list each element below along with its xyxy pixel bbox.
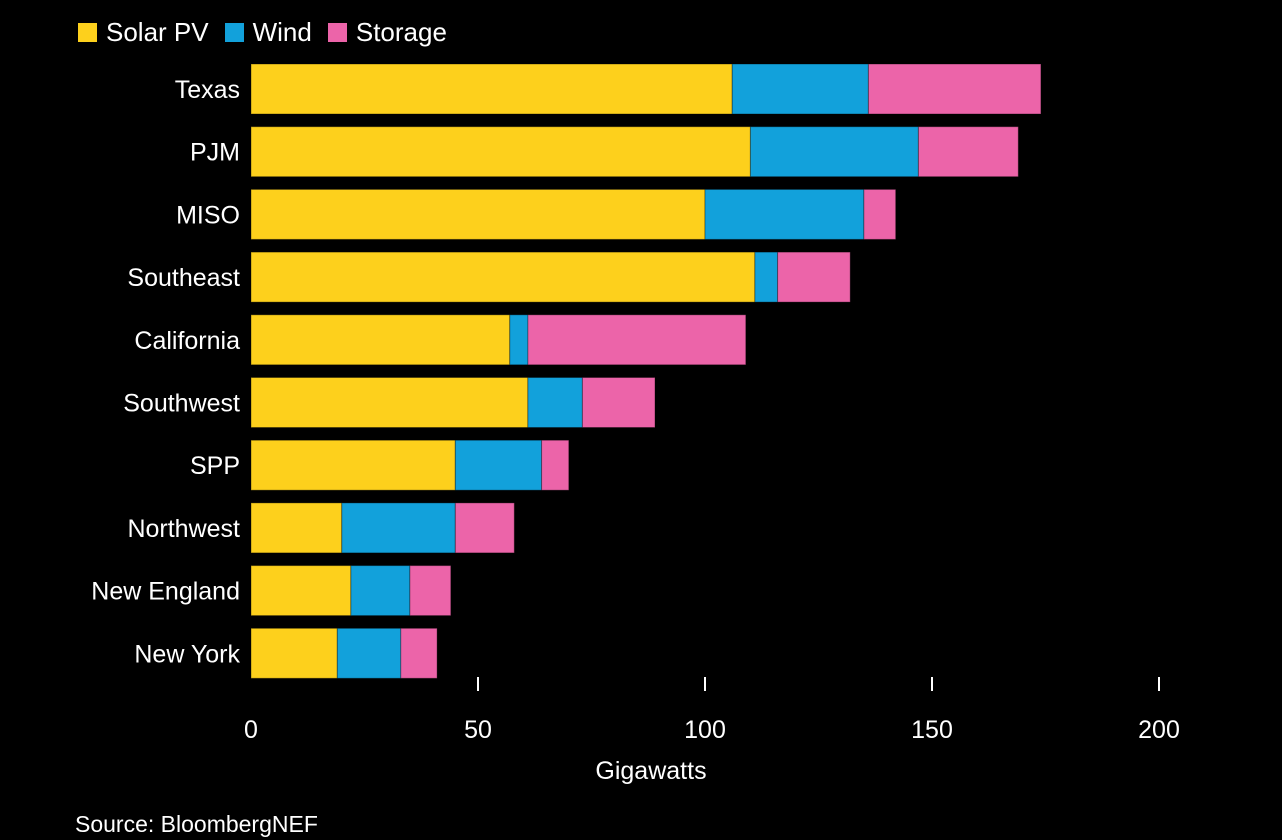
bar-segment-new-york-wind [336,627,402,679]
bar-segment-pjm-storage [917,126,1019,178]
category-label-southwest: Southwest [123,390,240,418]
bar-segment-texas-wind [731,63,869,115]
bar-segment-spp-solar-pv [250,439,456,491]
legend-swatch-solar-pv [78,22,97,42]
bar-segment-new-england-storage [409,565,452,617]
legend-label-storage: Storage [355,17,447,47]
bar-segment-southeast-storage [777,251,851,303]
bar-segment-southeast-solar-pv [250,251,756,303]
bar-segment-southwest-storage [581,377,656,428]
legend-swatch-storage [327,22,347,42]
bar-segment-southwest-wind [527,377,583,428]
bar-segment-california-storage [527,314,747,366]
x-tick-label-0: 0 [244,716,258,744]
x-axis-title: Gigawatts [595,757,706,785]
bar-segment-spp-wind [454,439,543,491]
legend-label-solar-pv: Solar PV [106,17,209,47]
bar-segment-california-solar-pv [250,314,511,366]
category-label-northwest: Northwest [127,515,240,543]
category-labels: Texas PJM MISO Southeast California Southwest… [91,76,240,668]
bar-segment-southeast-wind [754,251,779,303]
category-label-pjm: PJM [190,139,240,167]
legend-item-wind: Wind [224,17,312,47]
bar-segment-new-england-wind [350,565,411,617]
category-label-texas: Texas [175,76,240,104]
category-label-spp: SPP [190,452,240,480]
bar-segment-pjm-solar-pv [250,126,751,178]
bar-segment-miso-wind [704,188,865,240]
legend-label-wind: Wind [252,17,312,47]
chart-legend: Solar PV Wind Storage [78,17,463,47]
bar-segment-texas-storage [867,63,1042,115]
bar-segment-new-york-storage [400,627,438,679]
category-label-california: California [134,327,240,355]
bar-segment-new-england-solar-pv [250,565,352,617]
bar-segment-pjm-wind [749,126,919,178]
bar-segment-texas-solar-pv [250,63,733,115]
x-axis-ticks: 0 50 100 150 200 [244,677,1180,744]
category-label-new-england: New England [91,578,240,606]
category-label-new-york: New York [134,640,240,668]
bar-segment-southwest-solar-pv [250,377,529,428]
bar-segment-spp-storage [541,439,570,491]
source-note: Source: BloombergNEF [75,811,318,837]
bar-segment-miso-solar-pv [250,188,706,240]
bar-segment-northwest-solar-pv [250,502,343,554]
legend-item-solar-pv: Solar PV [78,17,209,47]
x-tick-label-150: 150 [911,716,953,744]
x-tick-label-100: 100 [684,716,726,744]
x-tick-label-50: 50 [464,716,492,744]
legend-item-storage: Storage [327,17,447,47]
category-label-southeast: Southeast [127,264,240,292]
bar-segment-new-york-solar-pv [250,627,338,679]
bars-layer [250,63,1042,679]
category-label-miso: MISO [176,201,240,229]
bar-segment-northwest-storage [454,502,515,554]
bar-segment-california-wind [509,314,529,366]
x-tick-label-200: 200 [1138,716,1180,744]
bar-segment-miso-storage [863,188,897,240]
legend-swatch-wind [224,22,244,42]
bar-segment-northwest-wind [341,502,456,554]
